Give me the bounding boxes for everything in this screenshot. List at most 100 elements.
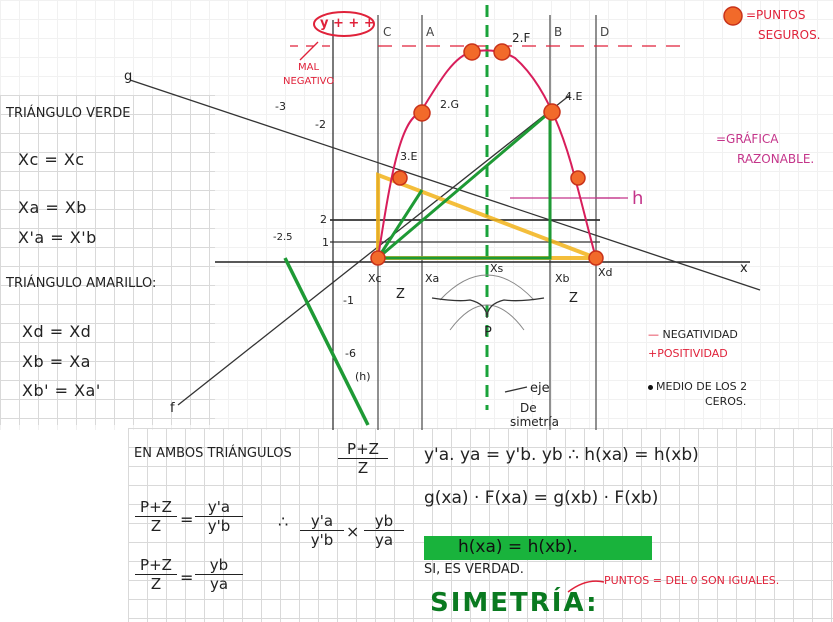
bottom-label-xc: Xc <box>368 272 382 285</box>
col-label-c: C <box>383 25 391 39</box>
frac-a-left-den: Z <box>150 517 162 535</box>
bad-negative-label: MAL <box>298 62 320 73</box>
tick-neg-6: -6 <box>345 347 356 360</box>
frac-b-left-num: P+Z <box>135 556 177 575</box>
frac-b-right-num: yb <box>195 556 243 575</box>
y-signs-circle <box>313 11 375 37</box>
highlight-bar <box>424 536 652 560</box>
yellow-eq-3: Xb' = Xa' <box>22 381 101 400</box>
line-f <box>177 94 571 406</box>
midpoint-dot <box>648 384 653 390</box>
both-triangles-text: EN AMBOS TRIÁNGULOS <box>134 446 292 461</box>
frac-c-left-num: y'a <box>300 512 344 531</box>
tick-2: 2 <box>320 213 327 226</box>
midpoint-text: MEDIO DE LOS 2 <box>656 380 748 393</box>
frac-c-right: yb ya <box>364 512 404 549</box>
tick-1: 1 <box>322 236 329 249</box>
tick-neg-2-5: -2.5 <box>273 232 293 243</box>
col-label-d: D <box>600 25 609 39</box>
green-eq-3: X'a = X'b <box>18 228 97 247</box>
tick-neg-2: -2 <box>315 118 326 131</box>
equation-1: y'a. ya = y'b. yb ∴ h(xa) = h(xb) <box>424 445 699 465</box>
therefore-symbol: ∴ <box>278 512 289 531</box>
symmetry-title: SIMETRÍA: <box>430 588 599 618</box>
frac-c-left-den: y'b <box>310 531 334 549</box>
bottom-label-xa: Xa <box>425 272 439 285</box>
frac-a-left-num: P+Z <box>135 498 177 517</box>
eje-label: eje <box>530 381 550 396</box>
green-segment <box>376 189 424 259</box>
tick-neg-1: -1 <box>343 294 354 307</box>
h-curve-label: h <box>632 188 644 209</box>
frac-b-right-den: ya <box>209 575 229 593</box>
frac-b-eq: = <box>180 568 194 587</box>
construction-arc <box>439 274 535 301</box>
negativity-legend: — NEGATIVIDAD <box>648 328 738 341</box>
yellow-eq-2: Xb = Xa <box>22 352 91 371</box>
reasonable-graph-label: =GRÁFICA <box>716 132 779 146</box>
function-graph: C A B D x g f 1 2 -1 -2 -3 -6 -2.5 (h) 2… <box>124 5 761 430</box>
p-label: P <box>484 325 492 340</box>
negativity-mark: — <box>648 328 663 341</box>
midpoint-legend-2: CEROS. <box>705 395 747 408</box>
legend-safe-point-icon <box>723 6 743 26</box>
bottom-label-xs: Xs <box>490 262 504 275</box>
green-eq-1: Xc = Xc <box>18 150 85 169</box>
safe-point <box>413 104 431 122</box>
brace-p <box>431 297 545 319</box>
z-label-left: Z <box>396 287 405 302</box>
equation-2: g(xa) · F(xa) = g(xb) · F(xb) <box>424 488 659 508</box>
frac-a-left: P+Z Z <box>135 498 177 535</box>
point-label-2g: 2.G <box>440 98 459 111</box>
frac-a-right-den: y'b <box>207 517 231 535</box>
safe-point <box>570 170 586 186</box>
green-eq-2: Xa = Xb <box>18 198 87 217</box>
col-label-a: A <box>426 25 435 39</box>
y-signs-label: y + + + <box>320 16 375 31</box>
safe-point <box>543 103 561 121</box>
construction-arc <box>449 304 525 331</box>
frac-c-right-den: ya <box>374 531 394 549</box>
positivity-mark: + <box>648 347 658 360</box>
bottom-label-xb: Xb <box>555 272 570 285</box>
col-label-b: B <box>554 25 562 39</box>
frac-b-left: P+Z Z <box>135 556 177 593</box>
green-triangle-title: TRIÁNGULO VERDE <box>6 106 131 121</box>
frac-a-right: y'a y'b <box>195 498 243 535</box>
point-label-2f: 2.F <box>512 31 530 45</box>
safe-points <box>370 43 604 266</box>
eje-label-3: simetría <box>510 415 559 429</box>
safe-point <box>493 43 511 61</box>
axis-f-label: f <box>170 401 175 416</box>
reasonable-graph-label-2: RAZONABLE. <box>737 152 815 166</box>
axis-x-label: x <box>740 261 748 276</box>
highlight-equation: h(xa) = h(xb). <box>458 537 578 557</box>
safe-point <box>588 250 604 266</box>
frac-c-cross: ⨯ <box>346 522 360 541</box>
grid-paper-bottom <box>128 428 833 622</box>
eje-label-2: De <box>520 401 537 415</box>
tick-neg-3: -3 <box>275 100 286 113</box>
z-label-right: Z <box>569 291 578 306</box>
positivity-legend: +POSITIVIDAD <box>648 347 728 360</box>
yellow-triangle-title: TRIÁNGULO AMARILLO: <box>6 276 157 291</box>
negativity-text: NEGATIVIDAD <box>662 328 738 341</box>
midpoint-legend: MEDIO DE LOS 2 <box>648 380 747 393</box>
point-label-3e: 3.E <box>400 150 417 163</box>
frac-b-left-den: Z <box>150 575 162 593</box>
frac-c-right-num: yb <box>364 512 404 531</box>
bad-negative-label-2: NEGATIVO <box>283 76 335 87</box>
safe-point <box>392 170 408 186</box>
safe-point <box>370 250 386 266</box>
positivity-text: POSITIVIDAD <box>657 347 728 360</box>
green-triangle <box>373 108 552 260</box>
line-h <box>283 257 370 426</box>
bottom-label-xd: Xd <box>598 266 613 279</box>
arrow-eje <box>504 386 528 393</box>
safe-points-label-2: SEGUROS. <box>758 28 821 42</box>
frac-a-right-num: y'a <box>195 498 243 517</box>
frac-intro-num: P+Z <box>338 440 388 459</box>
yellow-eq-1: Xd = Xd <box>22 322 92 341</box>
symmetry-note: PUNTOS = DEL 0 SON IGUALES. <box>604 574 780 587</box>
